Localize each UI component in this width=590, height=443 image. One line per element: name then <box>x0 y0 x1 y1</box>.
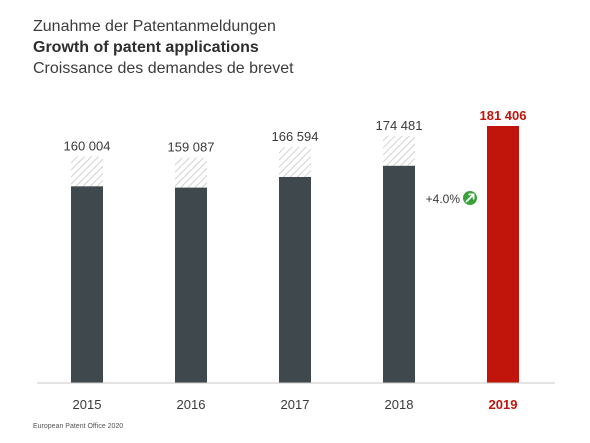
x-tick-label-2015: 2015 <box>73 397 102 412</box>
bar-2017 <box>279 176 311 383</box>
x-tick-label-2018: 2018 <box>385 397 414 412</box>
value-label-2018: 174 481 <box>376 118 423 133</box>
chart-titles: Zunahme der Patentanmeldungen Growth of … <box>33 16 294 79</box>
bar-2018 <box>383 165 415 383</box>
bar-hatch-2015 <box>71 156 103 187</box>
x-tick-label-2016: 2016 <box>177 397 206 412</box>
bar-2016 <box>175 187 207 383</box>
x-tick-label-2017: 2017 <box>281 397 310 412</box>
title-french: Croissance des demandes de brevet <box>33 60 294 77</box>
growth-annotation: +4.0% <box>426 191 477 206</box>
source-footer: European Patent Office 2020 <box>33 423 124 430</box>
growth-label: +4.0% <box>426 192 461 206</box>
title-german: Zunahme der Patentanmeldungen <box>33 18 276 35</box>
bar-hatch-2017 <box>279 146 311 177</box>
bar-hatch-2016 <box>175 157 207 188</box>
value-label-2017: 166 594 <box>272 129 319 144</box>
arrow-up-right-icon <box>463 191 477 205</box>
value-label-2015: 160 004 <box>64 138 111 153</box>
bar-2015 <box>71 186 103 383</box>
x-tick-label-2019: 2019 <box>489 397 518 412</box>
value-label-2019: 181 406 <box>480 108 527 123</box>
value-label-2016: 159 087 <box>168 140 215 155</box>
title-english: Growth of patent applications <box>33 39 259 56</box>
bar-2019 <box>487 126 519 383</box>
bar-hatch-2018 <box>383 135 415 166</box>
